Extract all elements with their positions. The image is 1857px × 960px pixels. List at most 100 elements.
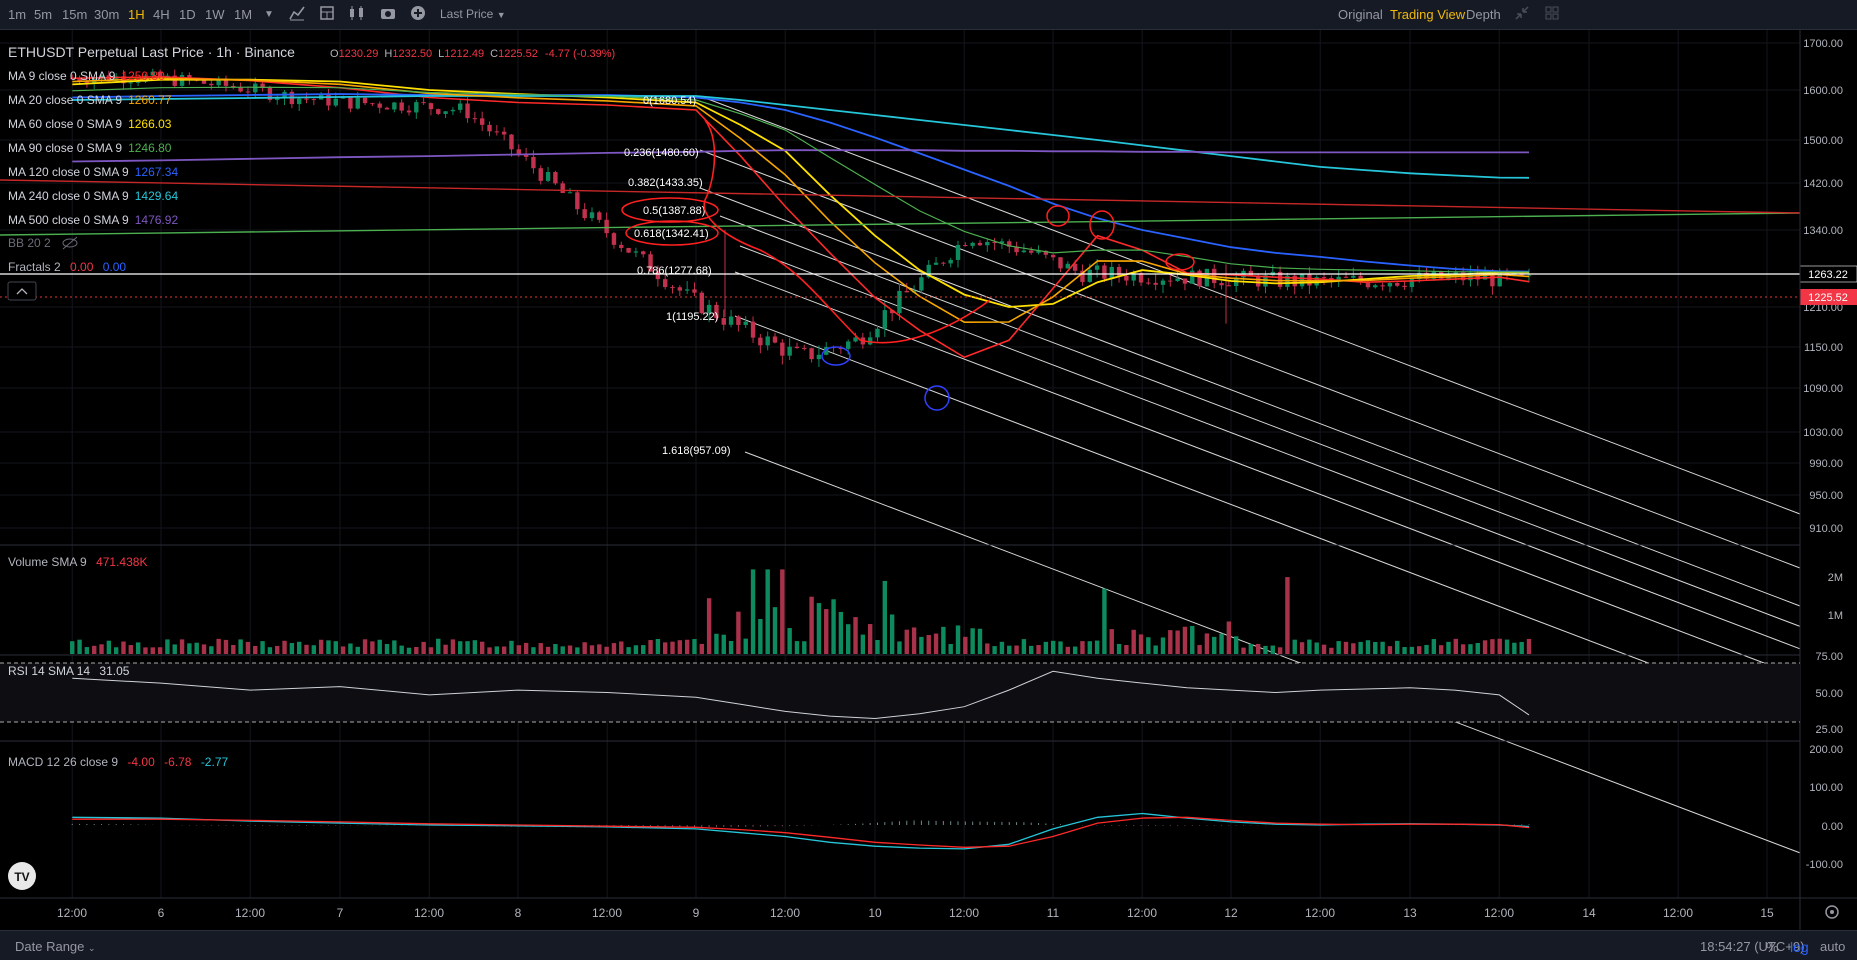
ma-legend-label: MA 240 close 0 SMA 9	[8, 189, 129, 203]
time-tick-label: 11	[1047, 906, 1060, 920]
volume-bar	[758, 618, 763, 654]
candle-body	[1380, 285, 1385, 287]
volume-bar	[1336, 641, 1341, 654]
fractals-v2: 0.00	[103, 260, 127, 274]
tradingview-logo[interactable]: TV	[8, 862, 36, 890]
price-type-select[interactable]: Last Price ▼	[440, 7, 506, 21]
volume-bar	[721, 634, 726, 654]
candle-body	[501, 131, 507, 135]
volume-bar	[1526, 638, 1532, 654]
volume-bar	[684, 639, 690, 654]
candle-body	[677, 287, 683, 291]
candle-body	[428, 103, 434, 110]
auto-toggle[interactable]: auto	[1820, 939, 1846, 954]
ma-legend-item: MA 240 close 0 SMA 9 1429.64	[8, 189, 178, 203]
interval-30m[interactable]: 30m	[94, 7, 120, 22]
candle-body	[1402, 285, 1407, 288]
volume-bar	[1029, 645, 1034, 654]
candle-body	[1043, 250, 1049, 255]
candle-body	[941, 262, 946, 264]
view-trading-view[interactable]: Trading View	[1390, 7, 1466, 22]
volume-bar	[399, 645, 404, 654]
volume-bar	[1431, 639, 1437, 654]
candle-body	[545, 172, 551, 181]
camera-icon[interactable]	[378, 5, 398, 25]
candle-body	[809, 348, 814, 360]
candle-body	[1219, 283, 1224, 286]
layout-icon[interactable]	[317, 5, 337, 25]
settings-gear[interactable]	[1825, 905, 1839, 919]
candle-body	[1160, 280, 1166, 285]
ma-legend-label: MA 20 close 0 SMA 9	[8, 93, 122, 107]
candle-body	[684, 289, 690, 291]
volume-bar	[1270, 645, 1275, 654]
macd-value: -4.00	[127, 755, 155, 769]
candle-body	[926, 264, 931, 278]
volume-bar	[553, 644, 558, 654]
candle-body	[260, 83, 265, 88]
candle-type-icon[interactable]	[347, 5, 367, 25]
legend-collapse-button[interactable]	[7, 281, 37, 301]
indicators-icon[interactable]	[287, 5, 307, 25]
log-toggle[interactable]: log	[1790, 939, 1809, 955]
time-tick-label: 12:00	[949, 906, 979, 920]
view-depth[interactable]: Depth	[1466, 7, 1501, 22]
ma-legend-item: MA 9 close 0 SMA 9 1250.80	[8, 69, 165, 83]
price-tick-label: 1420.00	[1803, 178, 1843, 190]
time-tick-label: 9	[693, 906, 700, 920]
interval-15m[interactable]: 15m	[62, 7, 88, 22]
candle-body	[1307, 273, 1312, 286]
volume-bar	[1219, 633, 1224, 654]
price-tick-label: 910.00	[1809, 523, 1843, 535]
volume-bar	[1226, 621, 1232, 654]
interval-1m[interactable]: 1m	[8, 7, 27, 22]
percent-toggle[interactable]: %	[1766, 939, 1779, 955]
fractals-v1: 0.00	[70, 260, 94, 274]
volume-bar	[231, 645, 236, 654]
chart-area[interactable]: 0(1680.54) 0.236(1480.60) 0.382(1433.35) 0.…	[0, 30, 1857, 930]
volume-bar	[494, 646, 500, 654]
interval-5m[interactable]: 5m	[34, 7, 53, 22]
volume-bar	[1453, 638, 1458, 654]
volume-bar	[1475, 643, 1480, 654]
volume-bar	[1468, 644, 1473, 654]
volume-bar	[670, 641, 675, 654]
fib-fan-line	[719, 215, 1801, 627]
volume-bar	[318, 639, 324, 654]
candle-body	[157, 71, 163, 79]
volume-bar	[743, 638, 748, 654]
chevron-down-icon[interactable]: ▼	[264, 9, 274, 20]
candle-body	[70, 78, 75, 80]
interval-1d[interactable]: 1D	[179, 7, 196, 22]
candle-body	[758, 337, 763, 346]
candle-body	[626, 247, 631, 253]
price-tag-1263: 1263.22	[1808, 269, 1848, 281]
candle-body	[1182, 278, 1188, 284]
eye-hidden-icon[interactable]	[62, 236, 78, 250]
date-range-button[interactable]: Date Range ⌄	[15, 939, 96, 954]
add-icon[interactable]	[408, 5, 428, 25]
candle-body	[1116, 266, 1122, 276]
interval-1w[interactable]: 1W	[205, 7, 225, 22]
candle-body	[662, 279, 668, 288]
candle-body	[201, 80, 207, 84]
volume-bar	[736, 611, 741, 654]
volume-bar	[1416, 646, 1422, 654]
candle-body	[1190, 270, 1195, 284]
volume-bar	[963, 636, 968, 654]
time-axis[interactable]: 12:00 6 12:00 7 12:00 8 12:00 9 12:00 10 12:00 11 12…	[57, 906, 1774, 920]
candle-body	[889, 310, 895, 314]
interval-1h[interactable]: 1H	[128, 7, 145, 22]
collapse-icon[interactable]	[1512, 5, 1532, 25]
interval-4h[interactable]: 4H	[153, 7, 170, 22]
interval-1mo[interactable]: 1M	[234, 7, 253, 22]
volume-bar	[1007, 645, 1012, 654]
candle-body	[1343, 276, 1349, 278]
volume-bar	[1380, 641, 1385, 654]
ma-line	[72, 95, 1530, 179]
volume-axis: 2M 1M	[1828, 572, 1843, 622]
view-original[interactable]: Original	[1338, 7, 1383, 22]
candle-body	[1036, 250, 1041, 253]
grid-layout-icon[interactable]	[1542, 5, 1562, 25]
volume-bar	[1314, 642, 1319, 654]
